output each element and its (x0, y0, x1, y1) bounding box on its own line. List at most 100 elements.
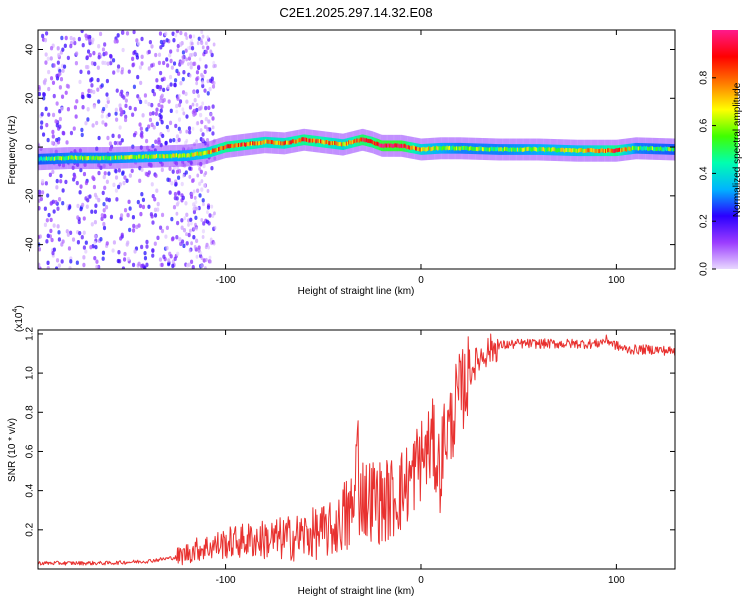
spectrogram-ridge-core (415, 146, 417, 151)
spectrogram-ridge-core (358, 138, 361, 143)
spectrogram-ridge-core (124, 155, 126, 160)
spectrogram-noise-cell (166, 177, 170, 182)
spectrogram-ridge-core (406, 145, 409, 150)
snr-x-tick-label: -100 (216, 575, 236, 586)
spectrogram-noise-cell (187, 232, 191, 238)
spectrogram-noise-cell (140, 54, 144, 60)
spectrogram-noise-cell (166, 63, 170, 68)
spectrogram-noise-cell (38, 262, 41, 268)
spectrogram-ridge-core (161, 153, 164, 158)
spectrogram-noise-cell (210, 166, 214, 171)
spectrogram-ridge-core (372, 140, 375, 145)
spectrogram-noise-cell (168, 74, 173, 80)
spectrogram-noise-cell (191, 126, 195, 131)
spectrogram-noise-cell (51, 80, 56, 85)
spectrogram-ridge-core (45, 156, 48, 161)
spectrogram-ridge-core (147, 155, 150, 160)
spectrogram-ridge-core (84, 155, 86, 160)
spectrogram-ridge-core (471, 146, 473, 151)
spectrogram-noise-cell (109, 53, 113, 59)
spectrogram-noise-cell (91, 175, 95, 180)
spectrogram-ridge-core (130, 154, 132, 159)
spectrogram-ridge-core (580, 148, 582, 153)
spectrogram-ridge-core (291, 139, 294, 144)
spectrogram-noise-cell (61, 68, 65, 73)
spectrogram-ridge-core (494, 147, 497, 152)
spectrogram-noise-cell (51, 134, 55, 139)
spectrogram-noise-cell (201, 132, 205, 137)
spectrogram-ridge-core (322, 139, 324, 144)
spectrogram-noise-cell (107, 112, 111, 118)
spectrogram-ridge-core (527, 146, 529, 151)
spectrogram-noise-cell (51, 112, 56, 118)
spectrogram-ridge-core (310, 138, 313, 143)
spectrogram-noise-cell (72, 37, 76, 42)
spectrogram-noise-cell (66, 232, 70, 238)
spectrogram-ridge-core (247, 142, 249, 147)
spectrogram-noise-cell (94, 203, 98, 208)
spectrogram-ridge-core (138, 154, 140, 159)
spectrogram-ridge-core (338, 142, 341, 147)
spectrogram-ridge-core (518, 147, 520, 152)
spectrogram-noise-cell (168, 120, 173, 126)
spectrogram-ridge-core (504, 146, 506, 151)
spectrogram-ridge-core (347, 141, 349, 146)
spectrogram-noise-cell (160, 262, 164, 268)
spectrogram-ridge-core (243, 142, 246, 147)
spectrogram-ridge-core (349, 140, 351, 145)
spectrogram-ridge-core (433, 146, 436, 151)
spectrogram-ridge-core (321, 140, 323, 145)
spectrogram-ridge-core (453, 146, 456, 151)
spectrogram-ridge-core (151, 154, 153, 159)
spectrogram-ridge-core (664, 146, 667, 151)
spectrogram-x-tick-label: 100 (608, 275, 625, 286)
spectrogram-ridge-core (79, 155, 82, 160)
spectrogram-noise-cell (55, 73, 59, 79)
spectrogram-noise-cell (42, 92, 46, 97)
spectrogram-ridge-core (236, 143, 239, 148)
spectrogram-noise-cell (141, 113, 145, 118)
spectrogram-noise-cell (166, 84, 170, 90)
spectrogram-ridge-core (452, 145, 454, 150)
spectrogram-ridge-core (459, 146, 461, 151)
spectrogram-ridge-core (477, 147, 479, 152)
spectrogram-x-axis-label: Height of straight line (km) (298, 286, 415, 297)
spectrogram-noise-cell (77, 36, 81, 42)
spectrogram-noise-cell (86, 107, 90, 112)
spectrogram-ridge-core (295, 139, 297, 144)
spectrogram-noise-cell (206, 210, 209, 215)
spectrogram-noise-cell (157, 102, 161, 108)
spectrogram-ridge-core (644, 146, 647, 151)
spectrogram-noise-cell (206, 45, 210, 51)
spectrogram-noise-cell (63, 43, 67, 49)
spectrogram-ridge-core (378, 142, 381, 147)
spectrogram-ridge-core (412, 145, 415, 150)
spectrogram-noise-cell (180, 218, 184, 223)
spectrogram-ridge-core (53, 156, 56, 161)
spectrogram-ridge-core (634, 146, 636, 151)
spectrogram-noise-cell (200, 187, 204, 192)
spectrogram-ridge-core (541, 147, 544, 152)
spectrogram-ridge-core (450, 146, 452, 151)
spectrogram-noise-cell (147, 124, 151, 129)
spectrogram-noise-cell (185, 232, 188, 237)
spectrogram-ridge-core (630, 147, 633, 152)
spectrogram-noise-cell (82, 245, 87, 250)
snr-x-axis-label: Height of straight line (km) (298, 586, 415, 597)
spectrogram-ridge-core (656, 146, 658, 151)
spectrogram-ridge-core (98, 156, 100, 161)
spectrogram-y-tick-label: 0 (25, 144, 36, 150)
spectrogram-noise-cell (151, 193, 155, 199)
spectrogram-ridge-core (336, 141, 338, 146)
spectrogram-noise-cell (170, 216, 174, 222)
spectrogram-ridge-core (276, 140, 279, 145)
spectrogram-noise-cell (46, 137, 50, 143)
spectrogram-noise-cell (155, 78, 159, 83)
spectrogram-ridge-core (213, 148, 215, 153)
spectrogram-noise-cell (199, 128, 203, 133)
snr-y-axis-label: SNR (10 * v/v) (7, 418, 18, 482)
spectrogram-ridge-core (46, 157, 49, 162)
spectrogram-noise-cell (145, 262, 149, 268)
spectrogram-ridge-core (323, 140, 325, 145)
spectrogram-noise-cell (103, 60, 107, 66)
